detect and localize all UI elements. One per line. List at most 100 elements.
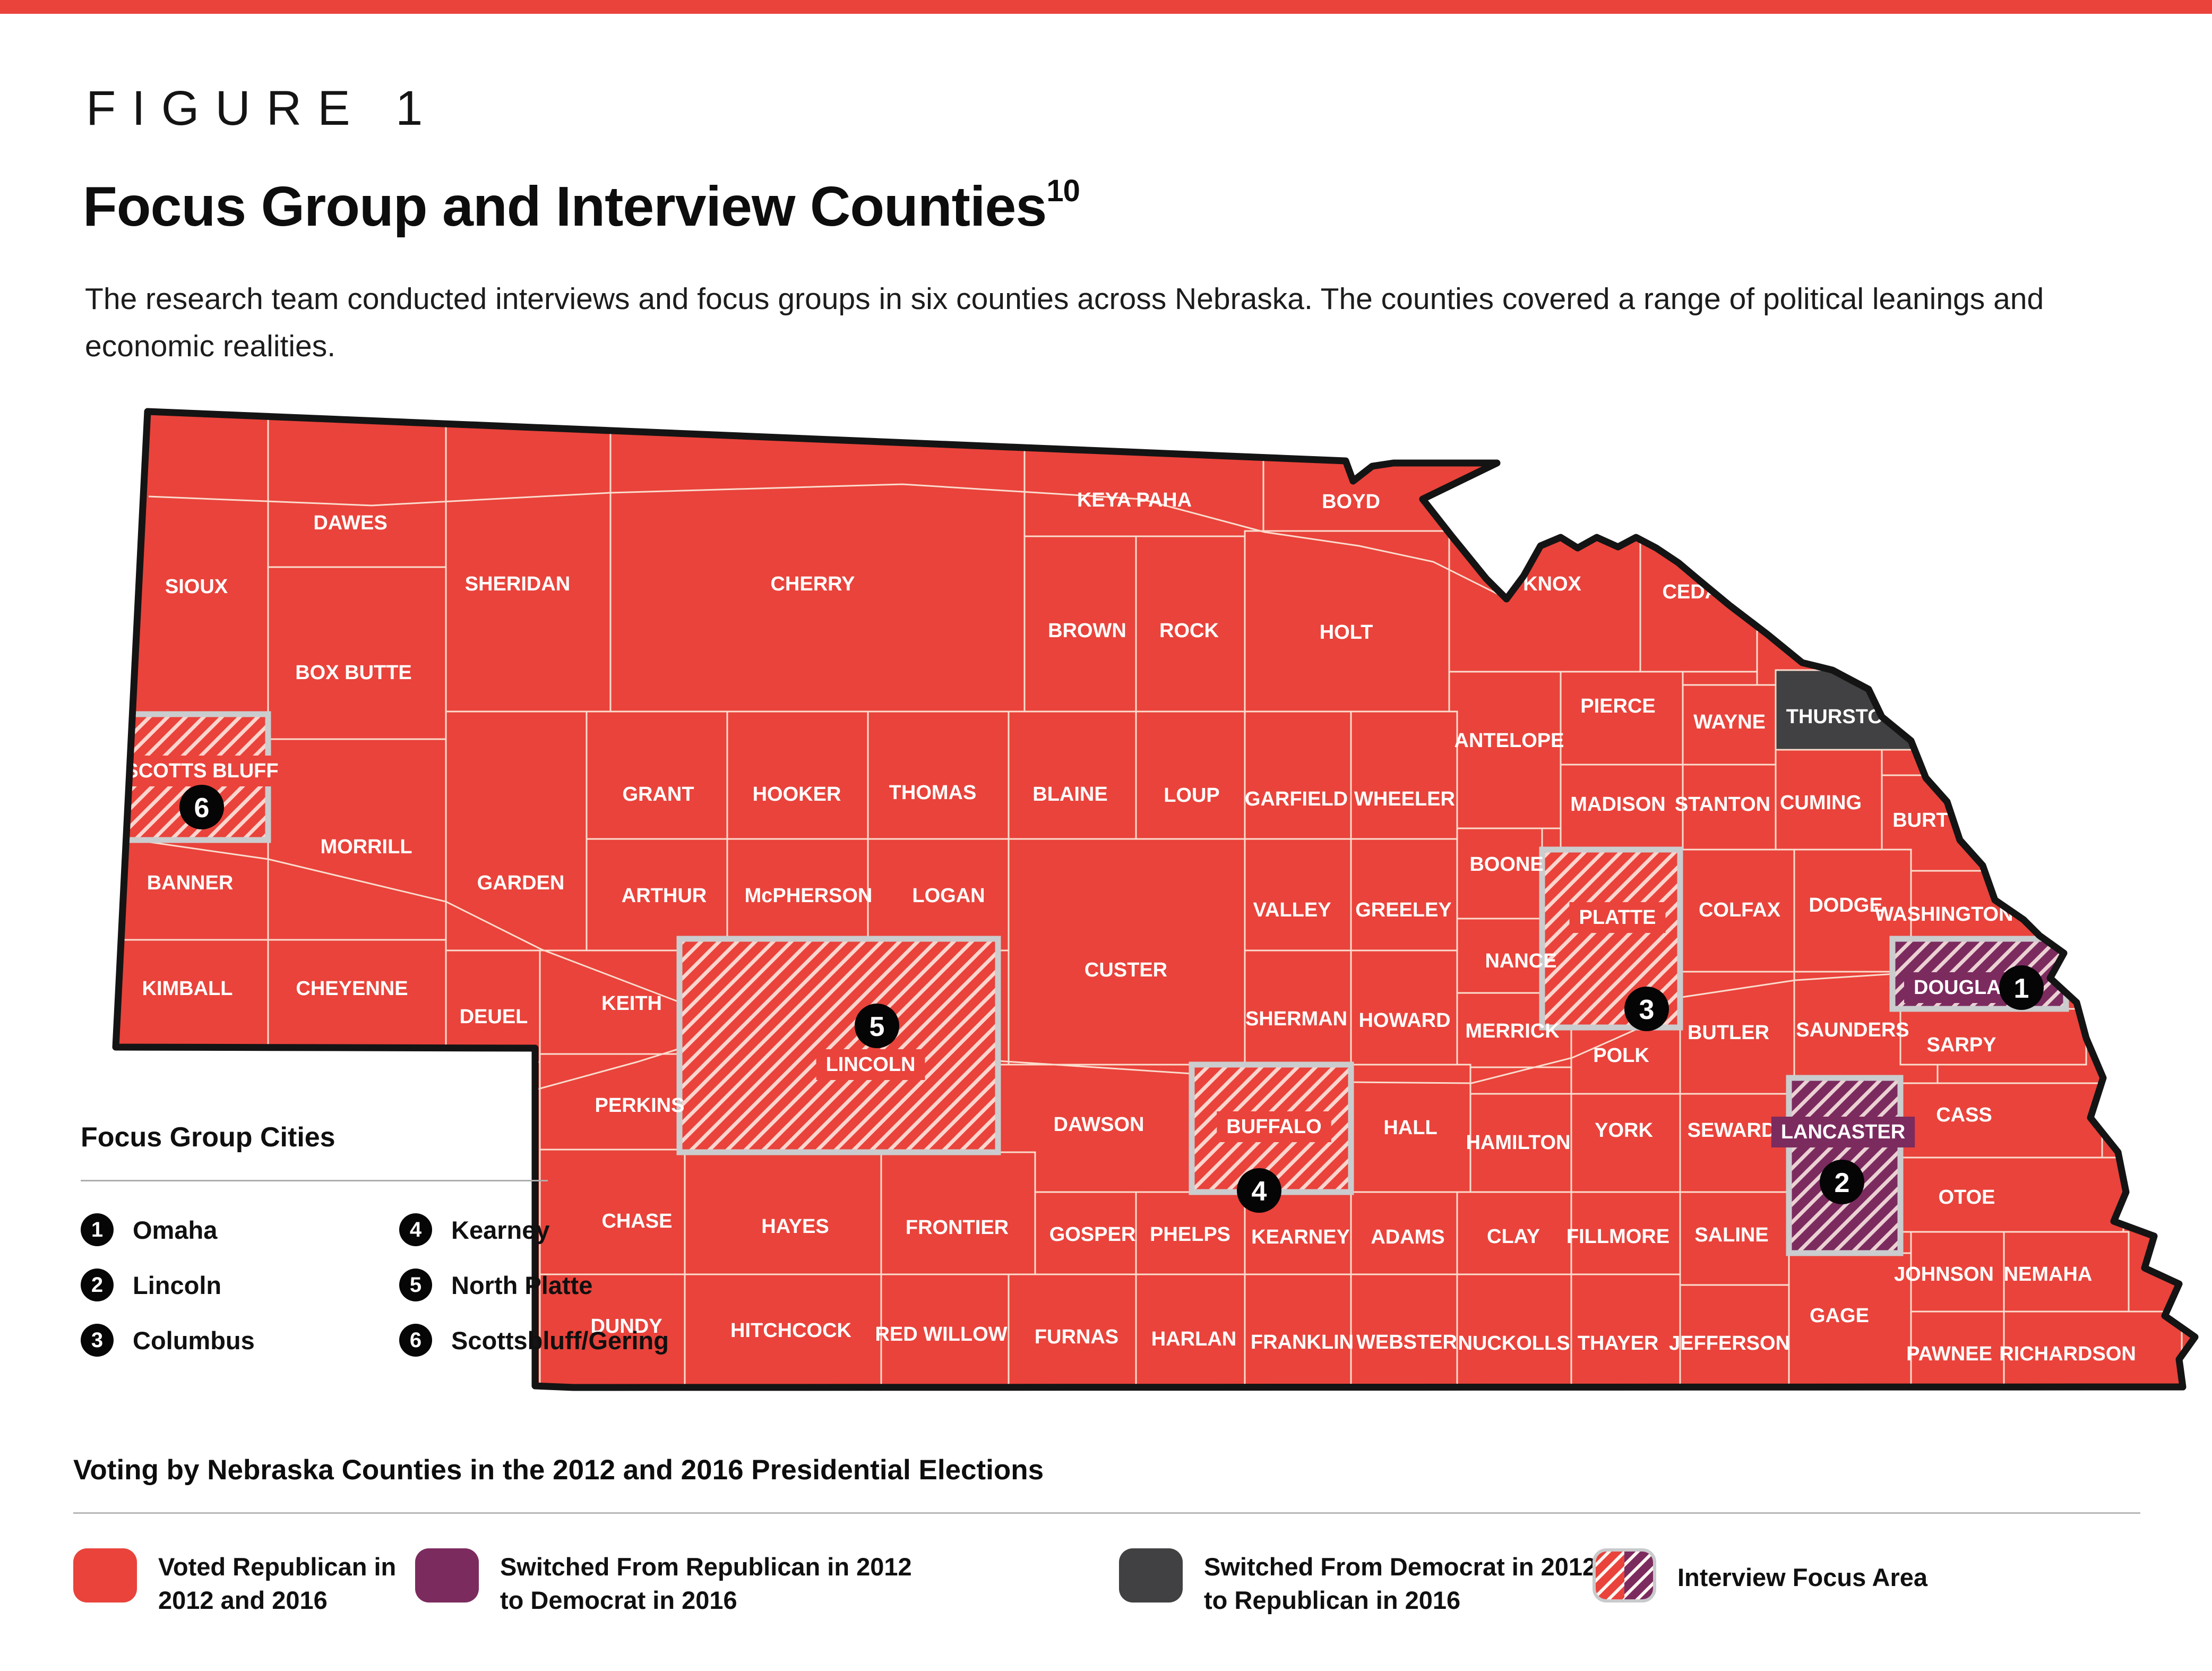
county-chase (539, 1149, 686, 1275)
county-kimball (116, 939, 269, 1063)
county-hitchcock (684, 1273, 882, 1387)
county-label-keya-paha: KEYA PAHA (1077, 489, 1192, 511)
map-number-badge-label: 4 (1252, 1176, 1267, 1207)
county-label-scotts-bluff: SCOTTS BLUFF (125, 760, 278, 782)
county-label-furnas: FURNAS (1035, 1326, 1118, 1348)
county-label-dawson: DAWSON (1054, 1113, 1144, 1136)
legend-item-switched-to-republican: Switched From Democrat in 2012 to Republ… (1119, 1548, 1596, 1617)
county-label-cheyenne: CHEYENNE (296, 978, 408, 1000)
legend-label-line: to Democrat in 2016 (500, 1586, 737, 1614)
county-seward (1679, 1093, 1790, 1193)
county-thomas (867, 710, 1010, 840)
county-adams (1350, 1191, 1458, 1275)
county-label-morrill: MORRILL (320, 836, 412, 858)
list-item-lincoln: 2 Lincoln (81, 1269, 399, 1301)
county-label-johnson: JOHNSON (1894, 1263, 1994, 1286)
county-clay (1456, 1191, 1572, 1275)
legend-label-line: 2012 and 2016 (158, 1586, 328, 1614)
focus-group-cities-panel: Focus Group Cities 1 Omaha 2 Lincoln 3 C… (81, 1121, 669, 1357)
county-thayer (1570, 1273, 1681, 1387)
county-morrill (267, 738, 447, 952)
figure-description: The research team conducted interviews a… (85, 282, 2044, 363)
county-box-butte (267, 566, 447, 740)
map-number-badge-2 (1820, 1160, 1864, 1204)
legend-item-switched-to-democrat: Switched From Republican in 2012 to Demo… (415, 1548, 912, 1617)
county-label-adams: ADAMS (1371, 1226, 1444, 1248)
county-label-webster: WEBSTER (1356, 1331, 1457, 1353)
county-label-saline: SALINE (1694, 1224, 1768, 1246)
county-pierce (1560, 671, 1684, 766)
county-hamilton (1469, 1093, 1572, 1193)
legend-label-line: to Republican in 2016 (1204, 1586, 1461, 1614)
legend-item-voted-republican: Voted Republican in 2012 and 2016 (73, 1548, 396, 1617)
map-number-badge-3 (1624, 987, 1669, 1031)
county-johnson (1910, 1231, 2005, 1313)
county-label-pawnee: PAWNEE (1906, 1343, 1992, 1365)
legend-item-interview-focus-area: Interview Focus Area (1593, 1548, 1927, 1603)
county-frontier (880, 1151, 1036, 1275)
map-number-badge-4 (1237, 1168, 1281, 1213)
county-label-patch (1569, 902, 1666, 933)
county-label-deuel: DEUEL (460, 1006, 528, 1028)
county-label-jefferson: JEFFERSON (1669, 1332, 1790, 1355)
county-label-nuckolls: NUCKOLLS (1458, 1332, 1570, 1355)
county-label-dawes: DAWES (313, 512, 387, 534)
county-label-buffalo: BUFFALO (1226, 1116, 1321, 1138)
top-accent-bar (0, 0, 2212, 14)
county-york (1570, 1093, 1681, 1193)
county-label-cherry: CHERRY (770, 573, 855, 595)
county-wayne (1682, 684, 1777, 766)
legend-label-line: Switched From Republican in 2012 (500, 1553, 912, 1581)
county-hall (1350, 1064, 1471, 1193)
legend-swatch-red (73, 1548, 137, 1603)
county-label-keith: KEITH (601, 992, 662, 1015)
county-label-sherman: SHERMAN (1245, 1008, 1347, 1030)
county-polk (1570, 1026, 1681, 1095)
county-garden (445, 710, 588, 952)
county-dakota (1830, 588, 1944, 686)
legend-label: Switched From Democrat in 2012 to Republ… (1204, 1550, 1596, 1617)
map-number-badge-6 (179, 785, 224, 829)
county-richardson (2003, 1310, 2183, 1387)
county-label-otoe: OTOE (1939, 1186, 1995, 1209)
county-otoe (1899, 1156, 2124, 1233)
county-label-blaine: BLAINE (1032, 783, 1107, 805)
county-label-stanton: STANTON (1675, 793, 1770, 816)
map-number-badge-label: 6 (194, 793, 210, 824)
county-label-hamilton: HAMILTON (1466, 1132, 1570, 1154)
county-garfield (1244, 710, 1352, 840)
county-label-grant: GRANT (622, 783, 694, 805)
county-label-holt: HOLT (1320, 621, 1373, 644)
county-label-knox: KNOX (1523, 573, 1581, 595)
divider (81, 1180, 548, 1181)
county-dundy (539, 1273, 686, 1387)
county-label-dundy: DUNDY (590, 1315, 662, 1338)
city-name: North Platte (451, 1271, 593, 1299)
map-number-badge-label: 2 (1835, 1168, 1850, 1198)
county-label-clay: CLAY (1487, 1226, 1540, 1248)
county-arthur (586, 838, 728, 952)
county-rock (1135, 535, 1246, 713)
county-label-burt: BURT (1892, 809, 1949, 832)
map-number-badge-label: 3 (1639, 995, 1655, 1025)
county-label-patch (116, 756, 288, 786)
county-label-patch (1771, 1117, 1915, 1147)
map-number-badge-label: 5 (870, 1012, 885, 1042)
county-label-platte: PLATTE (1579, 906, 1656, 929)
county-label-brown: BROWN (1048, 620, 1126, 642)
county-label-fillmore: FILLMORE (1567, 1226, 1669, 1248)
voting-legend-heading: Voting by Nebraska Counties in the 2012 … (73, 1454, 1044, 1486)
county-mcpherson (726, 838, 869, 952)
county-label-gage: GAGE (1810, 1305, 1869, 1327)
city-number-badge-4: 4 (399, 1213, 432, 1246)
county-boone (1456, 827, 1543, 920)
legend-label-line: Switched From Democrat in 2012 (1204, 1553, 1597, 1581)
county-label-wayne: WAYNE (1693, 711, 1766, 733)
county-gosper (1034, 1191, 1137, 1275)
county-label-richardson: RICHARDSON (1999, 1343, 2136, 1365)
county-nemaha (2003, 1231, 2130, 1313)
county-madison (1560, 764, 1684, 851)
list-item-north-platte: 5 North Platte (399, 1269, 669, 1301)
county-nuckolls (1456, 1273, 1572, 1387)
county-label-gosper: GOSPER (1049, 1223, 1136, 1246)
